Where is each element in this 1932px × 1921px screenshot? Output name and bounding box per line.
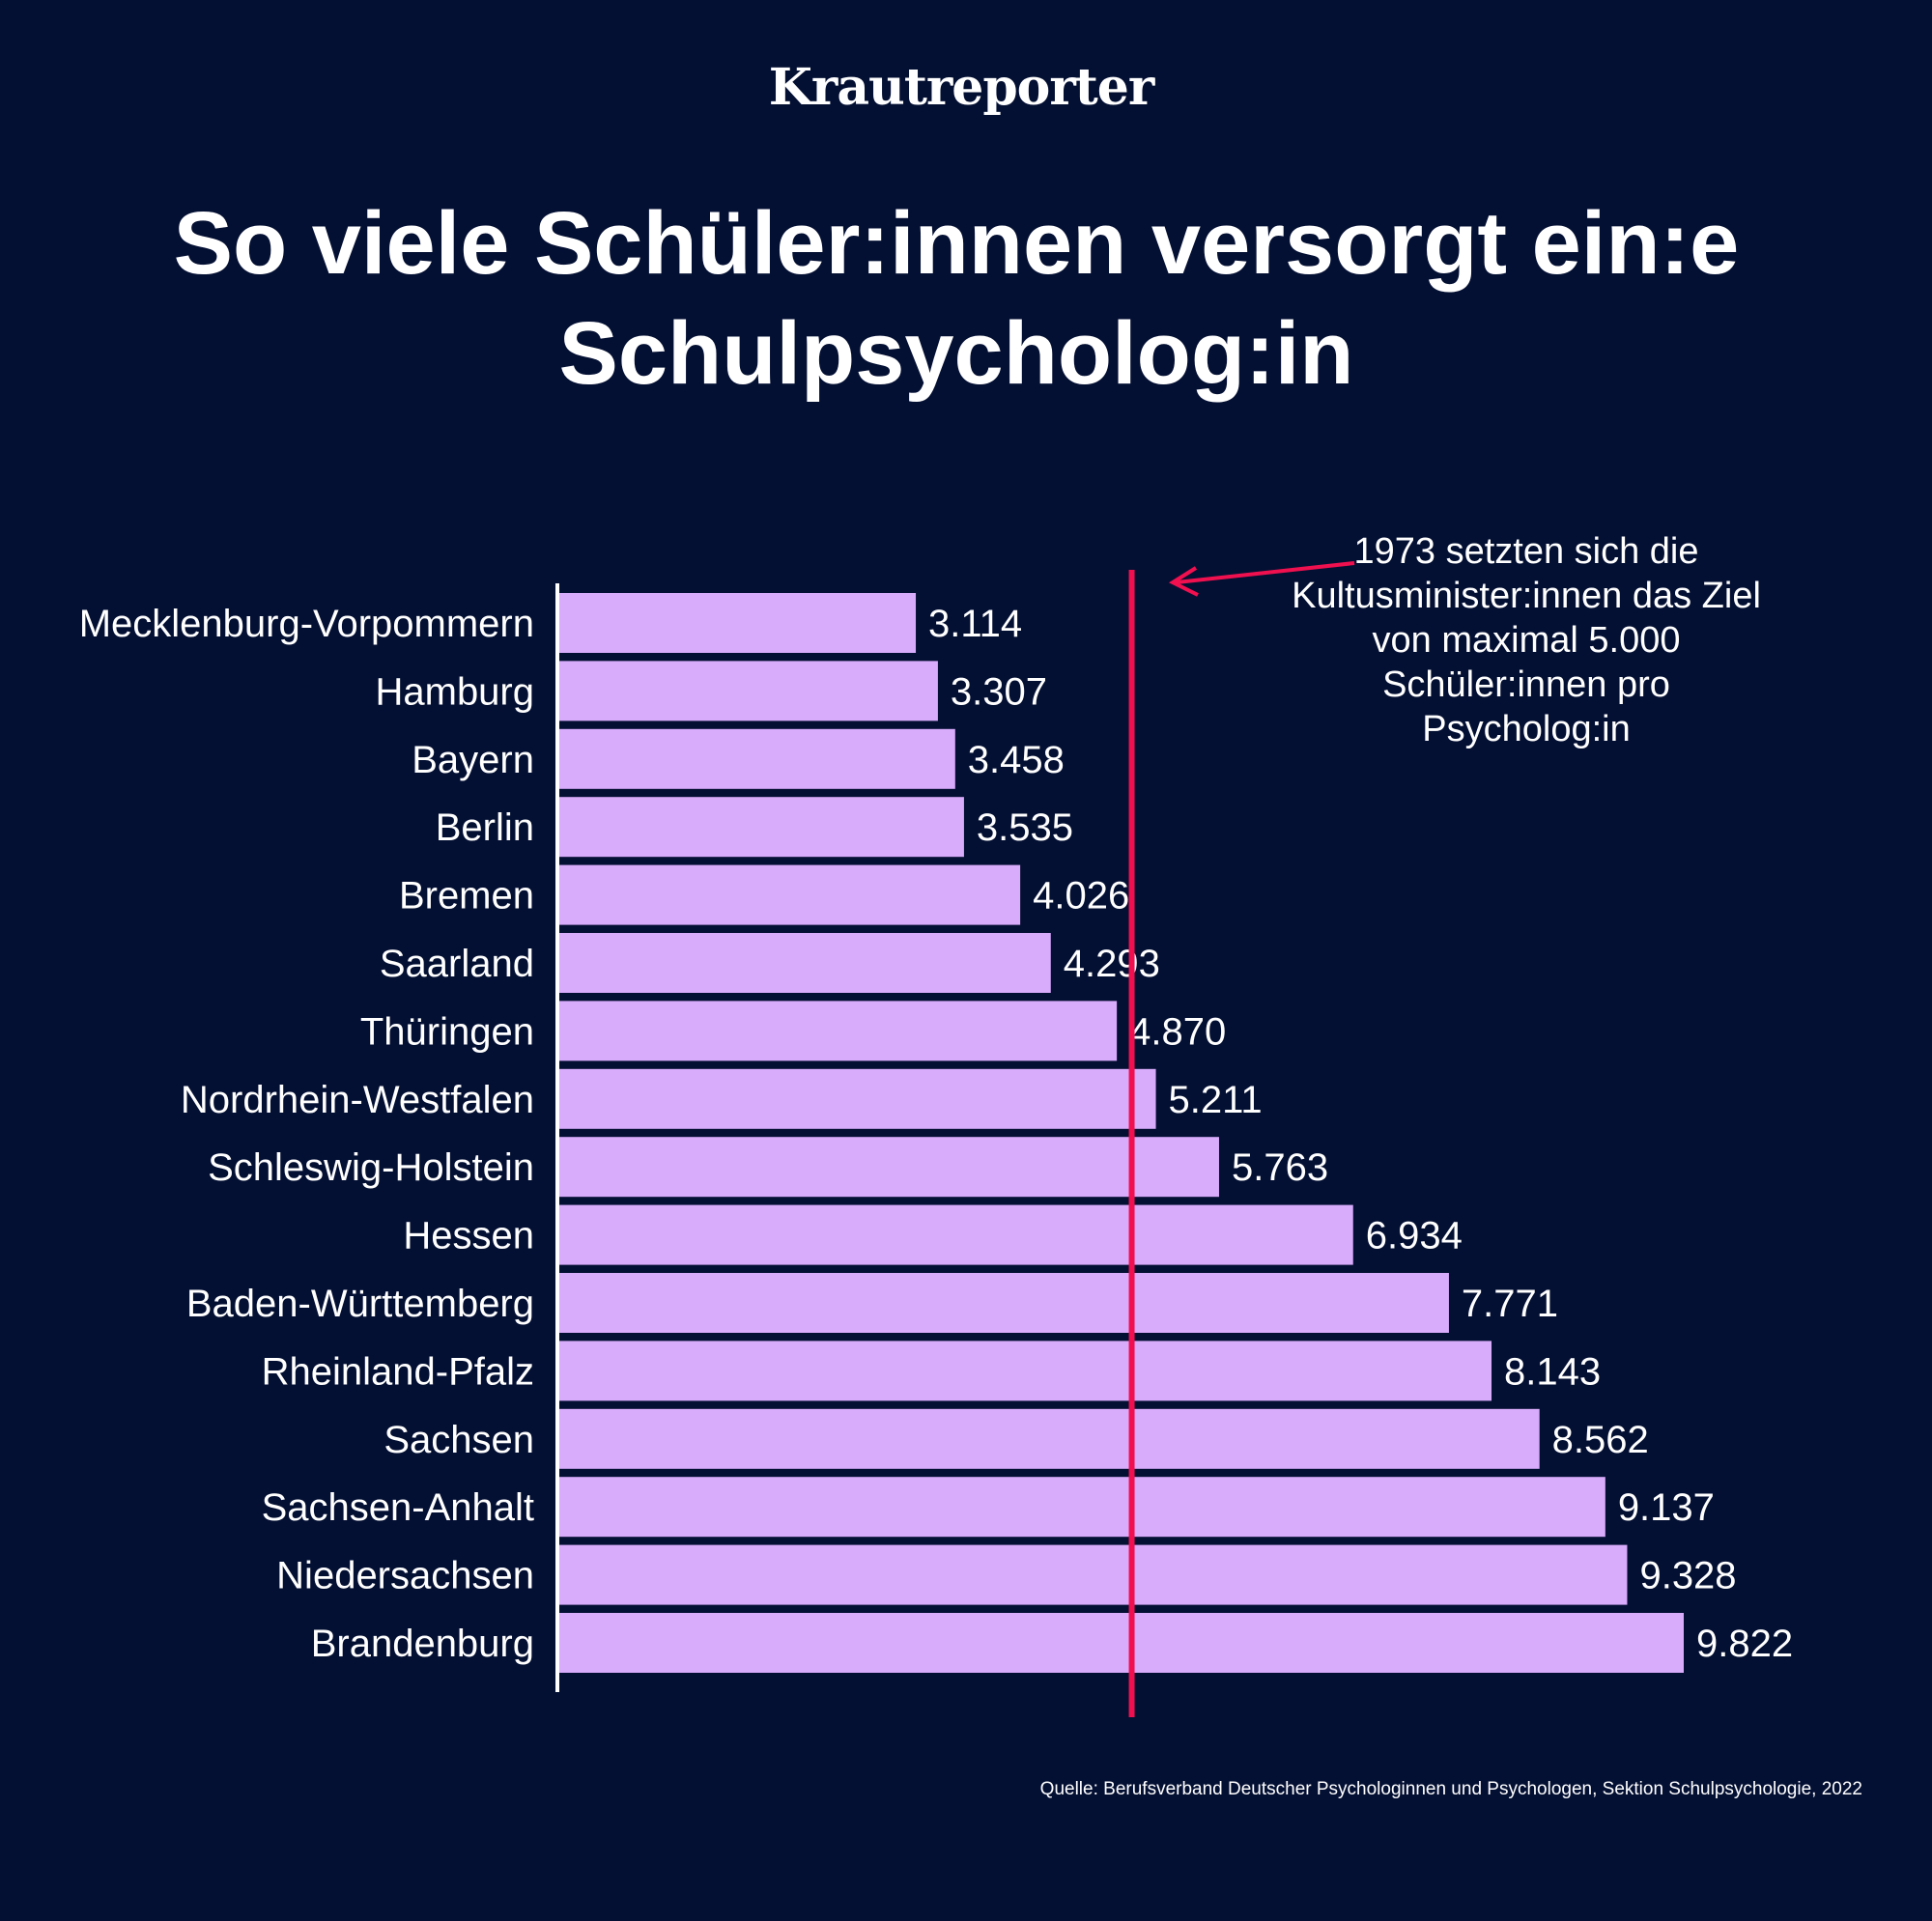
bar (559, 1408, 1540, 1469)
value-label: 3.114 (928, 603, 1022, 645)
brand-logo: Krautreporter (768, 58, 1155, 117)
category-label: Niedersachsen (276, 1555, 534, 1597)
category-label: Schleswig-Holstein (208, 1146, 534, 1189)
bar (559, 864, 1021, 925)
value-label: 4.870 (1129, 1010, 1226, 1053)
bar (559, 1477, 1605, 1538)
category-label: Brandenburg (311, 1623, 534, 1665)
bar (559, 593, 917, 653)
value-label: 5.763 (1232, 1146, 1328, 1189)
bar (559, 661, 938, 721)
category-label: Rheinland-Pfalz (262, 1350, 534, 1393)
category-label: Sachsen (384, 1419, 534, 1461)
value-label: 3.535 (977, 806, 1073, 849)
source-note: Quelle: Berufsverband Deutscher Psycholo… (1039, 1779, 1862, 1799)
category-label: Thüringen (360, 1010, 534, 1053)
value-label: 4.026 (1033, 875, 1129, 918)
category-label: Mecklenburg-Vorpommern (79, 603, 534, 645)
category-label: Saarland (380, 943, 534, 985)
value-label: 9.822 (1696, 1623, 1793, 1665)
value-label: 9.137 (1618, 1486, 1715, 1529)
value-label: 8.143 (1504, 1350, 1601, 1393)
reference-annotation: 1973 setzten sich die Kultusminister:inn… (1292, 531, 1761, 749)
chart-title: So viele Schüler:innen versorgt ein:e Sc… (173, 194, 1740, 403)
category-label: Berlin (436, 806, 534, 849)
category-label: Sachsen-Anhalt (262, 1486, 534, 1529)
value-label: 3.307 (951, 670, 1047, 713)
category-label: Bremen (399, 875, 534, 918)
annotation-arrow (1168, 561, 1355, 597)
value-label: 7.771 (1462, 1283, 1558, 1325)
value-label: 8.562 (1552, 1419, 1649, 1461)
value-label: 4.293 (1064, 943, 1160, 985)
bars-group: Mecklenburg-Vorpommern 3.114 Hamburg 3.307 B… (79, 593, 1793, 1673)
value-label: 5.211 (1169, 1079, 1263, 1121)
bar (559, 1544, 1628, 1605)
category-label: Hessen (403, 1215, 534, 1257)
category-label: Baden-Württemberg (186, 1283, 534, 1325)
value-label: 6.934 (1366, 1215, 1463, 1257)
category-label: Bayern (412, 739, 534, 781)
bar (559, 728, 955, 789)
category-label: Nordrhein-Westfalen (181, 1079, 534, 1121)
category-label: Hamburg (375, 670, 534, 713)
bar (559, 797, 964, 858)
bar (559, 1341, 1492, 1401)
bar (559, 1273, 1449, 1333)
bar (559, 1204, 1353, 1265)
bar (559, 1137, 1219, 1198)
value-label: 3.458 (968, 739, 1065, 781)
bar (559, 1001, 1118, 1061)
bar (559, 1068, 1156, 1129)
value-label: 9.328 (1639, 1555, 1736, 1597)
bar (559, 933, 1051, 993)
bar (559, 1613, 1684, 1673)
